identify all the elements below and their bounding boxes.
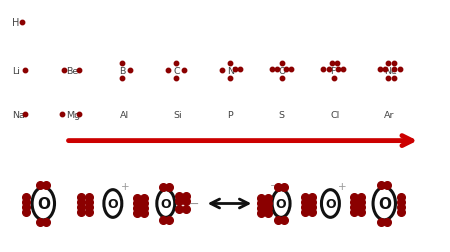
Text: O: O xyxy=(279,66,286,75)
Text: Be: Be xyxy=(66,66,78,75)
Text: Na: Na xyxy=(12,110,25,119)
Text: O: O xyxy=(325,197,336,210)
Text: −: − xyxy=(270,181,278,191)
Text: P: P xyxy=(227,110,233,119)
Text: F: F xyxy=(330,66,336,75)
Text: O: O xyxy=(378,196,391,211)
Text: Li: Li xyxy=(12,66,20,75)
Text: H: H xyxy=(12,18,19,28)
Text: +: + xyxy=(121,182,130,192)
Text: +: + xyxy=(338,182,346,192)
Text: Si: Si xyxy=(173,110,182,119)
Text: Ne: Ne xyxy=(384,66,397,75)
Text: C: C xyxy=(173,66,180,75)
Text: O: O xyxy=(161,197,171,210)
Text: O: O xyxy=(37,196,50,211)
Text: −: − xyxy=(189,197,199,210)
Text: S: S xyxy=(279,110,285,119)
Text: B: B xyxy=(120,66,126,75)
Text: Al: Al xyxy=(120,110,129,119)
Text: O: O xyxy=(108,197,118,210)
Text: Mg: Mg xyxy=(66,110,80,119)
Text: Cl: Cl xyxy=(330,110,340,119)
Text: O: O xyxy=(276,197,286,210)
Text: Ar: Ar xyxy=(384,110,395,119)
Text: N: N xyxy=(227,66,234,75)
